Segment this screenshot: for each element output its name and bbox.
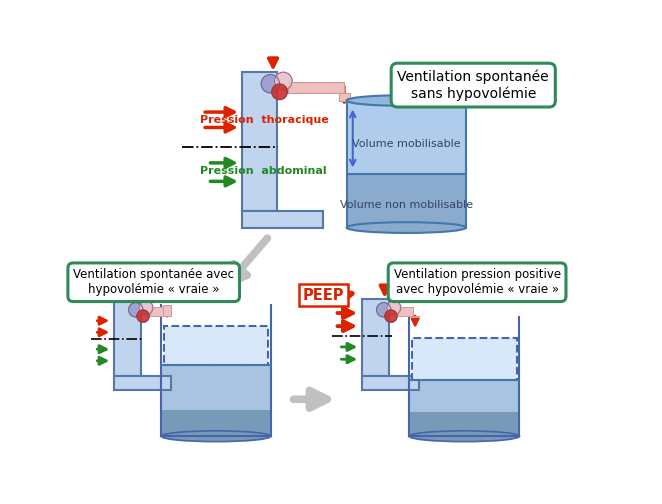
Ellipse shape <box>162 431 271 442</box>
Bar <box>409 380 520 436</box>
Bar <box>162 410 271 436</box>
Bar <box>361 376 419 390</box>
Text: Pression  thoracique: Pression thoracique <box>200 115 328 125</box>
Bar <box>114 299 140 376</box>
Ellipse shape <box>347 222 466 233</box>
Bar <box>150 307 166 316</box>
Bar <box>347 100 466 174</box>
Bar <box>242 72 277 211</box>
Bar <box>164 326 268 364</box>
Text: Volume mobilisable: Volume mobilisable <box>352 139 461 149</box>
Bar <box>339 93 350 100</box>
Bar <box>398 307 413 316</box>
Text: Ventilation spontanée avec
hypovolémie « vraie »: Ventilation spontanée avec hypovolémie «… <box>73 268 234 296</box>
Circle shape <box>261 75 279 93</box>
Bar <box>163 305 171 316</box>
Bar <box>347 100 466 228</box>
Bar <box>162 364 271 436</box>
Ellipse shape <box>347 95 466 106</box>
Bar <box>361 299 389 376</box>
Bar <box>114 376 171 390</box>
Circle shape <box>137 310 149 322</box>
Text: Ventilation pression positive
avec hypovolémie « vraie »: Ventilation pression positive avec hypov… <box>393 268 561 296</box>
Text: Ventilation spontanée
sans hypovolémie: Ventilation spontanée sans hypovolémie <box>397 70 549 101</box>
Bar <box>289 82 344 93</box>
Bar <box>409 412 520 436</box>
Circle shape <box>275 72 292 90</box>
Circle shape <box>272 84 287 100</box>
Text: Pression  abdominal: Pression abdominal <box>200 166 326 175</box>
Circle shape <box>139 301 153 314</box>
Circle shape <box>385 310 397 322</box>
Text: Volume non mobilisable: Volume non mobilisable <box>340 200 473 210</box>
Text: PEEP: PEEP <box>303 288 344 303</box>
Circle shape <box>128 302 143 317</box>
Bar <box>242 211 323 228</box>
Ellipse shape <box>409 431 520 442</box>
Bar <box>411 316 419 317</box>
Circle shape <box>387 301 401 314</box>
Bar <box>412 338 517 380</box>
Circle shape <box>377 302 391 317</box>
Bar <box>347 174 466 228</box>
